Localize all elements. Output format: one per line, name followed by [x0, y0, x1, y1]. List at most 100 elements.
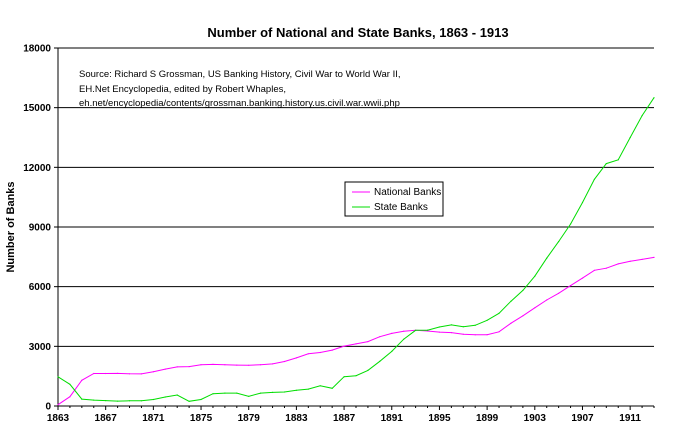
data-point-national-banks-1905 — [558, 292, 560, 294]
source-note: Source: Richard S Grossman, US Banking H… — [79, 69, 401, 109]
x-tick-label-1891: 1891 — [381, 413, 404, 424]
data-point-state-banks-1894 — [426, 329, 429, 331]
data-point-state-banks-1889 — [367, 369, 369, 371]
data-point-state-banks-1867 — [105, 400, 107, 402]
data-point-national-banks-1892 — [403, 330, 405, 332]
data-point-state-banks-1877 — [224, 392, 226, 394]
x-tick-label-1863: 1863 — [47, 413, 70, 424]
data-point-state-banks-1893 — [415, 329, 417, 331]
series-points-national-banks — [57, 256, 655, 406]
y-tick-label-0: 0 — [45, 402, 51, 413]
data-point-state-banks-1871 — [152, 398, 154, 401]
data-point-national-banks-1875 — [200, 364, 202, 366]
data-point-national-banks-1885 — [319, 351, 321, 354]
data-point-national-banks-1865 — [81, 379, 83, 381]
data-point-state-banks-1907 — [581, 201, 584, 204]
data-point-national-banks-1888 — [355, 343, 357, 345]
data-point-national-banks-1880 — [260, 364, 262, 366]
data-point-national-banks-1867 — [105, 372, 107, 375]
y-axis-label: Number of Banks — [5, 181, 17, 272]
data-point-state-banks-1883 — [295, 389, 297, 391]
data-point-state-banks-1909 — [605, 163, 607, 165]
x-tick-label-1879: 1879 — [238, 413, 261, 424]
data-point-national-banks-1898 — [474, 334, 476, 336]
chart-title: Number of National and State Banks, 1863… — [207, 25, 508, 40]
source-line-3: eh.net/encyclopedia/contents/grossman.ba… — [79, 98, 400, 109]
x-axis-tick-labels: 1863 1867 1871 1875 1879 1883 1887 1891 1895 1899… — [47, 406, 655, 424]
data-point-state-banks-1899 — [486, 319, 488, 321]
data-point-state-banks-1908 — [593, 178, 596, 180]
legend-box — [344, 181, 444, 217]
data-point-state-banks-1911 — [629, 136, 631, 139]
x-tick-label-1907: 1907 — [571, 413, 594, 424]
data-point-state-banks-1896 — [450, 324, 452, 326]
legend-label-state: State Banks — [374, 202, 428, 213]
series-points-state-banks — [57, 97, 655, 402]
data-point-state-banks-1870 — [140, 400, 142, 402]
data-point-national-banks-1882 — [283, 360, 286, 363]
x-tick-label-1903: 1903 — [524, 413, 547, 424]
data-point-national-banks-1901 — [510, 322, 512, 324]
data-point-state-banks-1864 — [69, 383, 71, 385]
data-point-state-banks-1886 — [331, 387, 333, 389]
data-point-national-banks-1895 — [438, 331, 440, 333]
data-point-state-banks-1881 — [272, 391, 274, 393]
data-point-national-banks-1904 — [546, 299, 548, 301]
data-point-national-banks-1879 — [248, 364, 250, 366]
data-point-national-banks-1889 — [367, 341, 369, 343]
series-lines — [57, 97, 655, 406]
data-point-national-banks-1866 — [93, 372, 95, 375]
x-tick-label-1895: 1895 — [428, 413, 451, 424]
data-point-national-banks-1897 — [462, 333, 464, 335]
data-point-state-banks-1902 — [522, 289, 524, 291]
data-point-national-banks-1872 — [164, 368, 166, 370]
y-tick-label-6000: 6000 — [29, 282, 52, 293]
data-point-state-banks-1891 — [391, 350, 393, 352]
x-tick-label-1883: 1883 — [285, 413, 308, 424]
legend-label-national: National Banks — [374, 187, 441, 198]
data-point-state-banks-1887 — [343, 376, 345, 378]
data-point-national-banks-1910 — [617, 263, 619, 265]
data-point-national-banks-1886 — [331, 349, 333, 351]
data-point-state-banks-1874 — [188, 400, 190, 402]
data-point-national-banks-1903 — [534, 307, 536, 309]
y-axis-tick-labels: 0 3000 6000 9000 12000 15000 18000 — [23, 44, 58, 413]
data-point-state-banks-1880 — [260, 392, 262, 394]
data-point-state-banks-1879 — [248, 395, 250, 397]
data-point-state-banks-1885 — [319, 385, 321, 387]
data-point-national-banks-1870 — [140, 373, 142, 375]
data-point-state-banks-1865 — [81, 398, 83, 400]
x-tick-label-1899: 1899 — [476, 413, 499, 424]
data-point-state-banks-1869 — [128, 400, 131, 402]
data-point-national-banks-1908 — [593, 269, 596, 271]
data-point-state-banks-1910 — [617, 159, 619, 161]
data-point-state-banks-1903 — [534, 275, 536, 277]
x-tick-label-1875: 1875 — [190, 413, 213, 424]
data-point-national-banks-1887 — [343, 345, 345, 347]
legend: National Banks State Banks — [344, 181, 444, 217]
data-point-state-banks-1882 — [283, 391, 286, 393]
data-point-state-banks-1884 — [307, 388, 309, 390]
data-point-national-banks-1868 — [117, 372, 119, 374]
x-tick-label-1887: 1887 — [333, 413, 356, 424]
data-point-national-banks-1873 — [176, 366, 178, 368]
data-point-state-banks-1900 — [498, 312, 500, 314]
data-point-national-banks-1900 — [498, 331, 500, 333]
data-point-state-banks-1895 — [438, 326, 440, 328]
data-point-national-banks-1913 — [653, 256, 655, 258]
data-point-national-banks-1878 — [236, 364, 238, 366]
data-point-state-banks-1872 — [164, 396, 166, 398]
series-line-state-banks — [57, 97, 655, 402]
source-line-2: EH.Net Encyclopedia, edited by Robert Wh… — [79, 84, 286, 95]
data-point-state-banks-1897 — [462, 326, 464, 328]
data-point-national-banks-1902 — [522, 315, 524, 317]
data-point-state-banks-1876 — [212, 393, 214, 395]
x-tick-label-1911: 1911 — [619, 413, 641, 424]
series-line-national-banks — [57, 256, 655, 406]
data-point-national-banks-1896 — [450, 332, 452, 334]
y-tick-label-12000: 12000 — [23, 163, 51, 174]
data-point-state-banks-1866 — [93, 399, 95, 401]
data-point-national-banks-1890 — [379, 336, 381, 338]
data-point-national-banks-1909 — [605, 267, 607, 269]
data-point-national-banks-1899 — [486, 334, 488, 336]
